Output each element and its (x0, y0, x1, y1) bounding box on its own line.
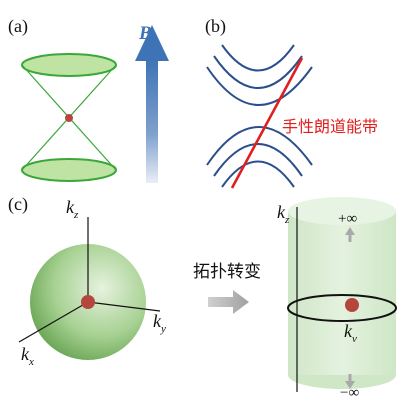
cylinder-node-dot (345, 298, 359, 312)
transition-arrow (208, 290, 249, 314)
plus-infinity-label: +∞ (338, 211, 357, 227)
left-axes (18, 217, 161, 343)
landau-orbit-ellipse (287, 294, 397, 322)
up-arrow-head (345, 227, 355, 235)
ky-axis (87, 301, 161, 312)
panel-b-label: (b) (205, 16, 226, 37)
transition-label: 拓扑转变 (193, 262, 261, 282)
cylinder-top (288, 197, 396, 225)
landau-band-lower-1 (221, 160, 295, 188)
chiral-band-label: 手性朗道能带 (282, 117, 378, 136)
kx-label: kx (21, 344, 34, 368)
weyl-node-dot (81, 295, 95, 309)
landau-band-upper-1 (221, 44, 295, 72)
up-arrow-shaft (348, 234, 352, 242)
landau-band-upper-2 (213, 55, 303, 89)
cylinder-body (288, 211, 396, 375)
landau-band-lower-2 (213, 143, 303, 177)
panel-c-label: (c) (8, 194, 28, 215)
magnetic-field-arrow (135, 25, 169, 183)
kx-axis (18, 301, 89, 343)
dirac-cone (21, 53, 117, 182)
b-arrow-head (135, 25, 169, 61)
landau-levels (206, 44, 313, 188)
kz-label-right: kz (277, 202, 290, 226)
down-arrow-shaft (348, 374, 352, 382)
ky-label: ky (153, 311, 166, 335)
plus-infinity-arrow (345, 227, 355, 242)
landau-band-lower-3 (206, 126, 313, 166)
panel-a-label: (a) (8, 16, 28, 37)
landau-band-upper-3 (206, 66, 313, 106)
lower-cone-ellipse (21, 158, 117, 182)
b-field-symbol: B (138, 23, 152, 44)
fermi-cylinder (288, 197, 396, 389)
upper-cone-ellipse (21, 53, 117, 77)
cylinder-bottom (288, 375, 396, 389)
weyl-point-dot (65, 114, 73, 122)
minus-infinity-arrow (345, 374, 355, 389)
down-arrow-head (345, 381, 355, 389)
kv-label: kv (344, 321, 357, 345)
minus-infinity-label: −∞ (340, 385, 359, 400)
kz-label-left: kz (66, 197, 79, 221)
chiral-landau-band-line (230, 57, 304, 189)
b-arrow-shaft (146, 60, 158, 183)
